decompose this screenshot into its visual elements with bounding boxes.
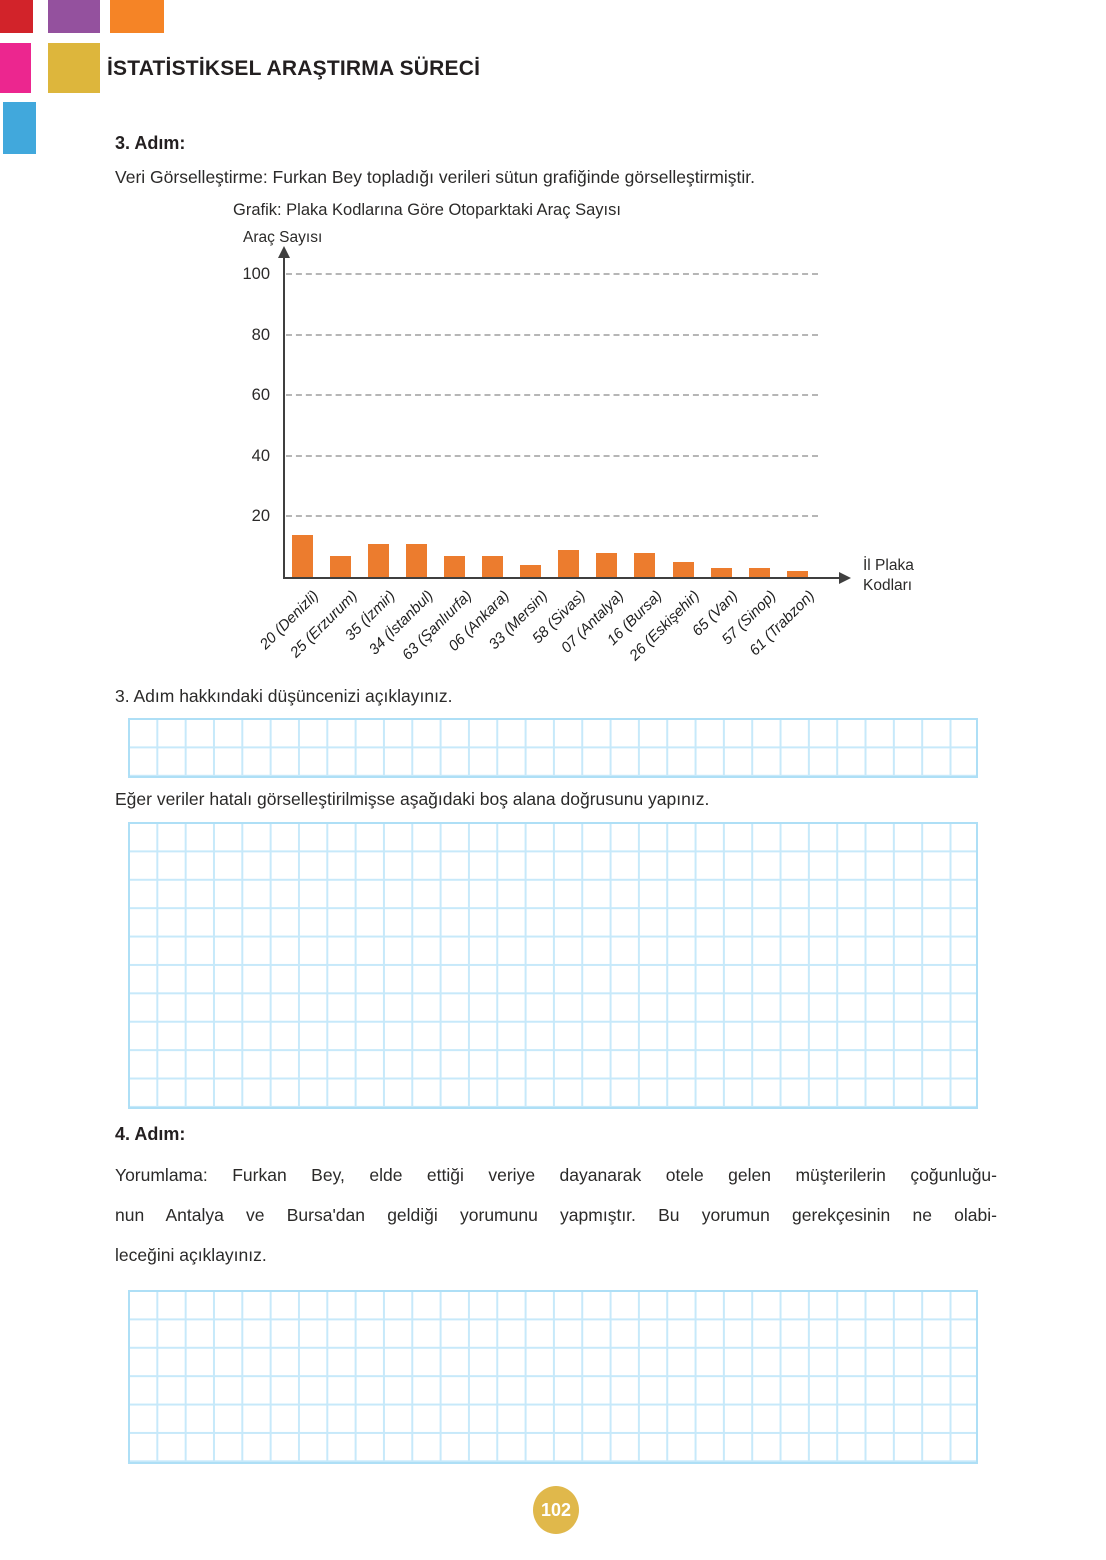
x-axis-arrow-icon	[839, 572, 851, 584]
bar-1	[291, 534, 313, 577]
deco-square-pink	[0, 43, 31, 93]
step4-paragraph-line: leceğini açıklayınız.	[115, 1245, 267, 1265]
bar-11	[672, 561, 694, 577]
bar-4	[405, 543, 427, 577]
gridline-40	[286, 454, 818, 457]
step4-paragraph-line: Yorumlama: Furkan Bey, elde ettiği veriy…	[115, 1165, 997, 1185]
chart-title: Grafik: Plaka Kodlarına Göre Otoparktaki…	[233, 201, 621, 219]
bar-6	[482, 555, 503, 577]
gridline-80	[286, 333, 818, 336]
x-axis-title-line1: İl Plaka	[863, 557, 914, 574]
step4-heading: 4. Adım:	[115, 1124, 186, 1144]
bar-2	[329, 555, 351, 577]
bar-8	[558, 549, 580, 577]
page-title: İSTATİSTİKSEL ARAŞTIRMA SÜRECİ	[107, 57, 481, 80]
step3-heading: 3. Adım:	[115, 133, 186, 153]
step3-intro: Veri Görselleştirme: Furkan Bey topladığ…	[115, 167, 755, 187]
step4-paragraph: Yorumlama: Furkan Bey, elde ettiği veriy…	[115, 1155, 997, 1275]
y-tick-label: 60	[251, 386, 270, 405]
gridline-100	[286, 273, 818, 275]
deco-square-purple	[48, 0, 100, 33]
page-number: 102	[540, 1499, 572, 1520]
x-axis-title-line2: Kodları	[863, 577, 913, 594]
bar-7	[520, 564, 542, 577]
y-tick-label: 100	[242, 265, 270, 283]
bar-9	[596, 552, 618, 577]
bar-14	[786, 570, 808, 577]
gridline-20	[286, 515, 818, 518]
deco-square-yellow	[48, 43, 100, 93]
redraw-prompt: Eğer veriler hatalı görselleştirilmişse …	[115, 789, 710, 809]
y-axis-title: Araç Sayısı	[243, 229, 323, 246]
page-number-badge: 102	[533, 1486, 579, 1534]
y-axis-line	[283, 253, 285, 579]
bar-5	[443, 555, 465, 577]
bar-3	[367, 543, 389, 577]
step4-paragraph-line: nun Antalya ve Bursa'dan geldiği yorumun…	[115, 1205, 997, 1225]
x-axis-line	[283, 577, 841, 579]
bar-10	[634, 552, 656, 577]
redraw-grid-area	[128, 822, 978, 1109]
answer-grid-step3	[128, 718, 978, 778]
y-axis-arrow-icon	[278, 246, 290, 258]
bar-13	[748, 567, 770, 577]
deco-square-red	[0, 0, 33, 33]
step3-question: 3. Adım hakkındaki düşüncenizi açıklayın…	[115, 686, 453, 706]
x-axis-title: İl Plaka Kodları	[863, 556, 914, 596]
y-tick-label: 80	[251, 325, 270, 344]
answer-grid-step4	[128, 1290, 978, 1464]
deco-square-orange	[110, 0, 164, 33]
bar-12	[710, 567, 732, 577]
y-tick-label: 20	[251, 507, 270, 526]
y-tick-label: 40	[251, 446, 270, 465]
deco-square-blue	[3, 102, 36, 154]
gridline-60	[286, 394, 818, 397]
